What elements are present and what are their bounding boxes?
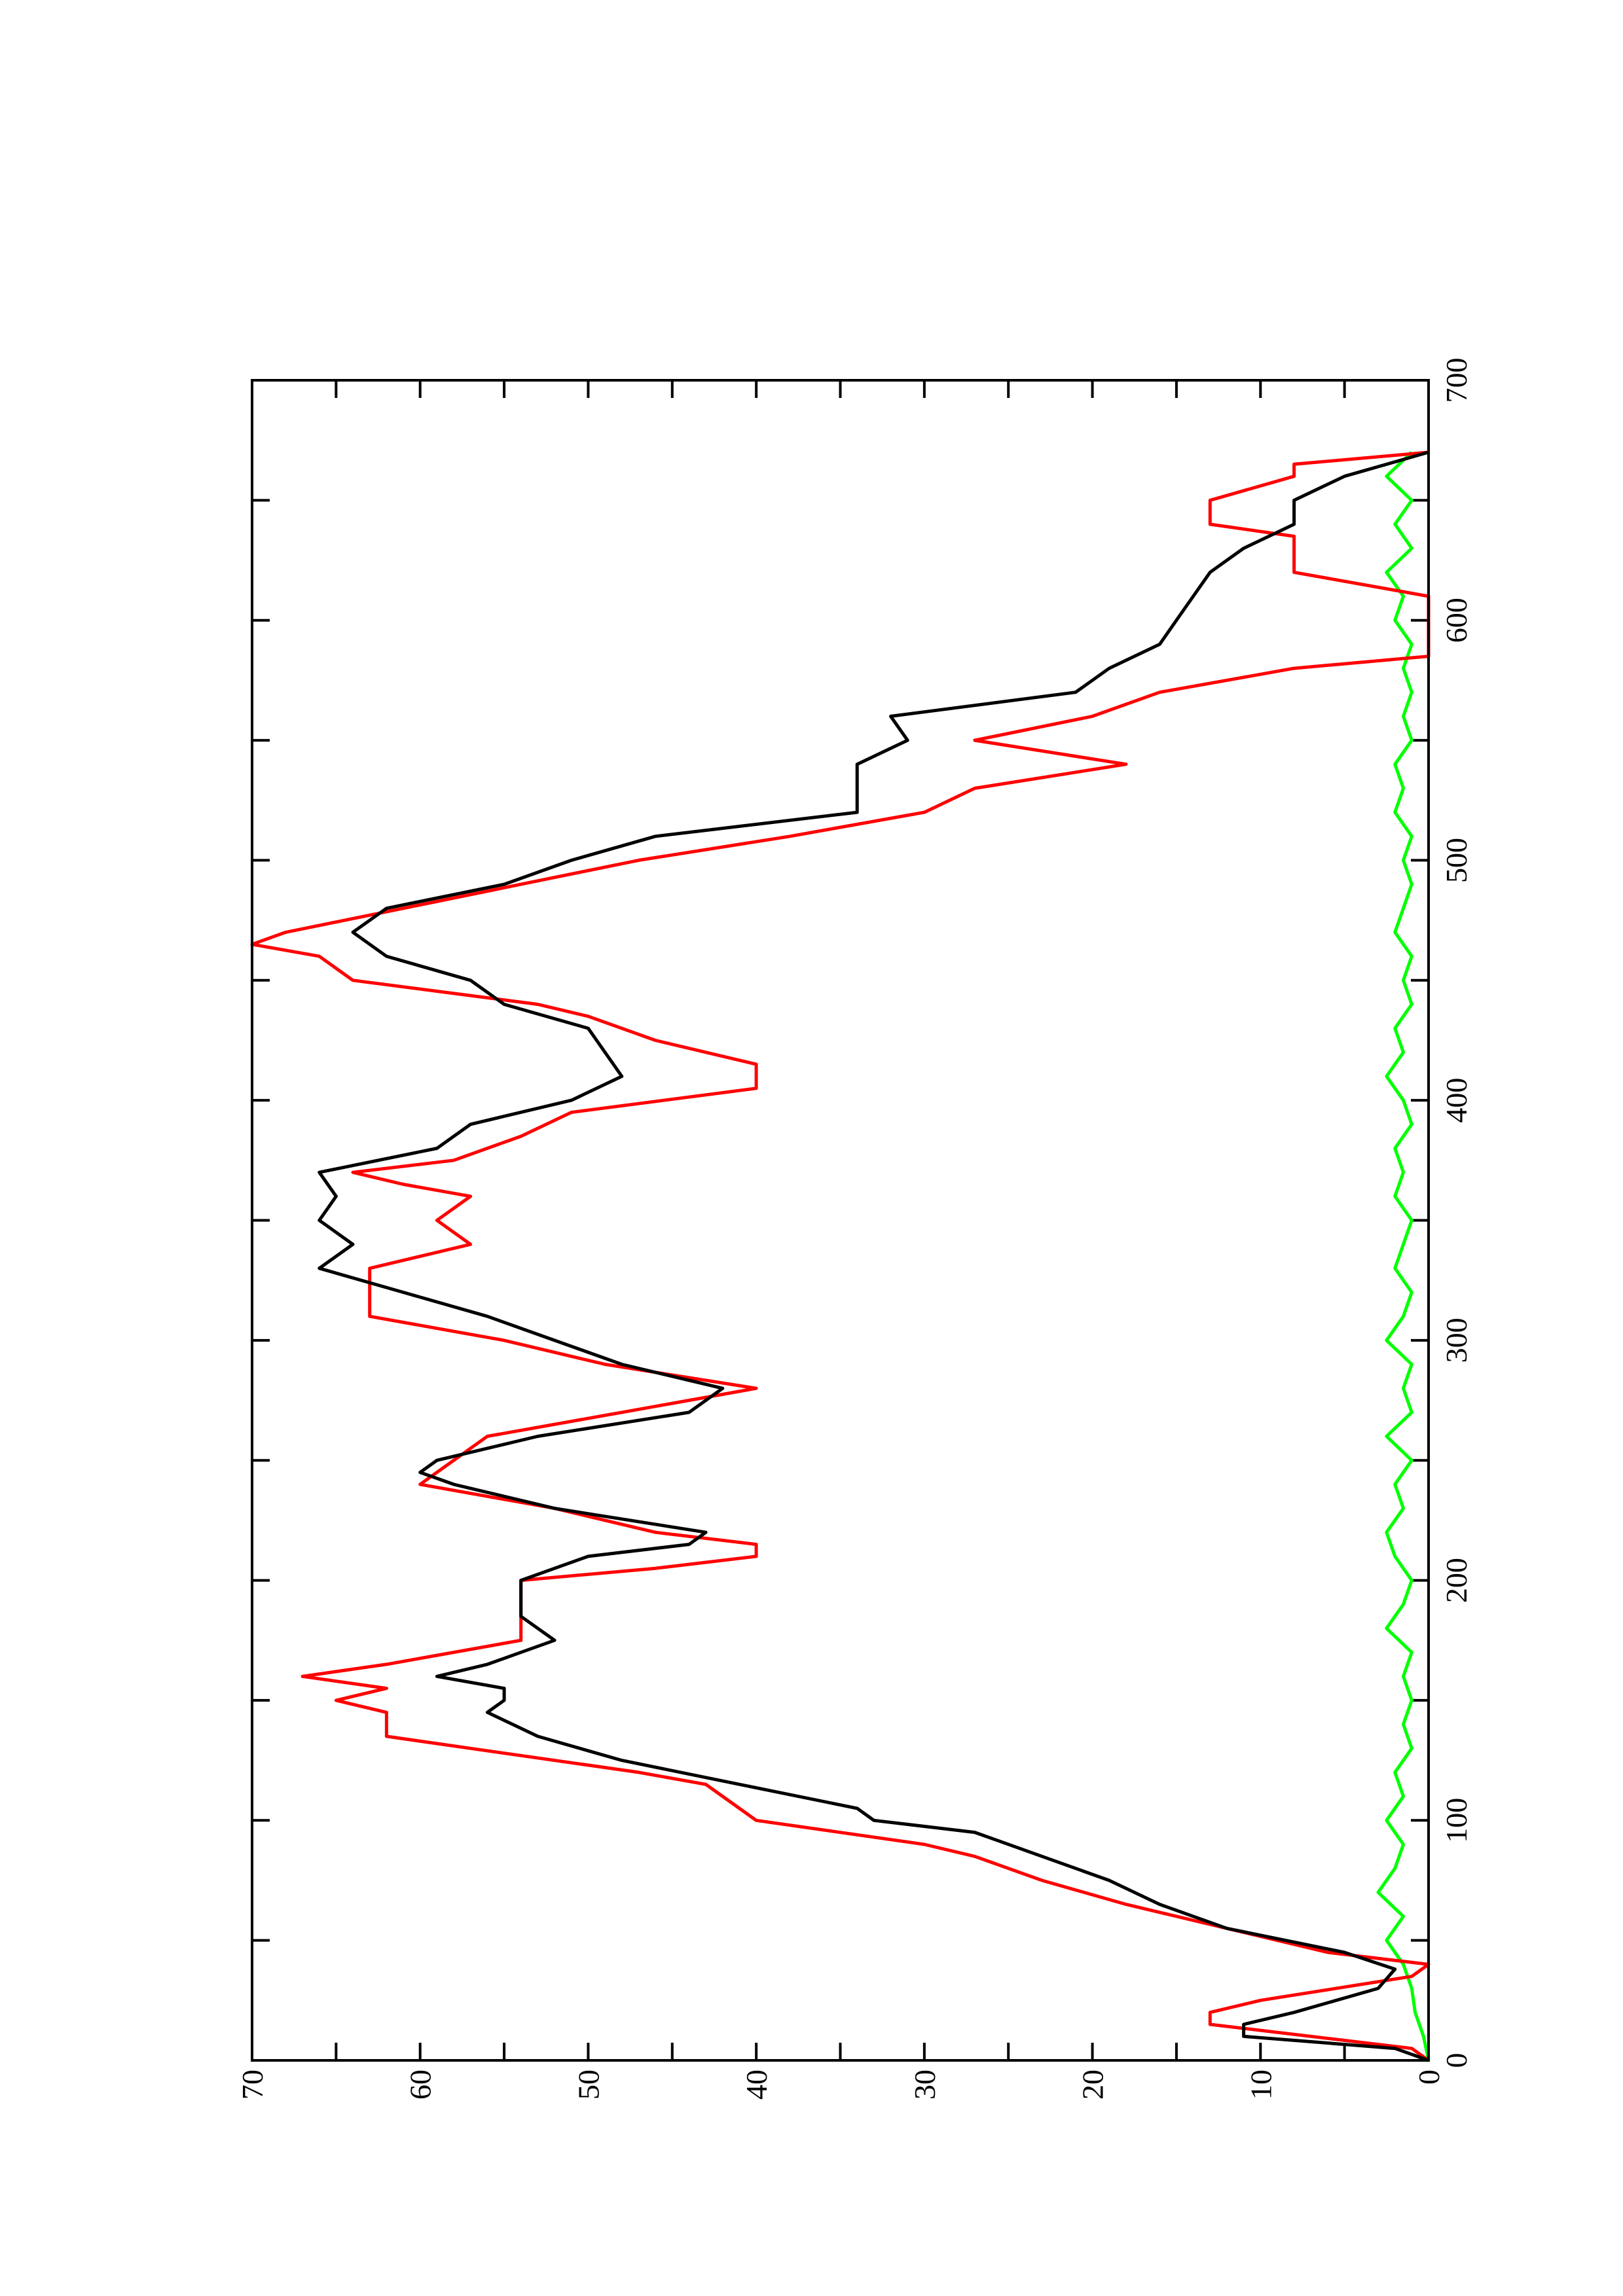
plot-area: 0 100 200 300 400 500 600 700 0 10 20 30 40 50 60 70 bbox=[236, 358, 1473, 2100]
y-tick-label: 30 bbox=[908, 2070, 941, 2100]
series-line bbox=[318, 450, 1429, 2062]
series-line bbox=[250, 450, 1431, 2062]
x-tick-label: 700 bbox=[1440, 358, 1473, 403]
x-tick-label: 200 bbox=[1440, 1558, 1473, 1603]
x-tick-label: 300 bbox=[1440, 1318, 1473, 1363]
x-tick-label: 100 bbox=[1440, 1798, 1473, 1843]
y-tick-label: 20 bbox=[1076, 2070, 1110, 2100]
y-tick-label: 10 bbox=[1244, 2070, 1277, 2100]
y-tick-label: 70 bbox=[236, 2070, 269, 2100]
y-tick-label: 50 bbox=[572, 2070, 605, 2100]
x-tick-label: 600 bbox=[1440, 598, 1473, 643]
y-tick-label: 60 bbox=[404, 2070, 437, 2100]
y-tick-label: 40 bbox=[740, 2070, 773, 2100]
x-tick-label: 0 bbox=[1440, 2053, 1473, 2068]
y-tick-label: 0 bbox=[1412, 2070, 1446, 2085]
series-line bbox=[1376, 451, 1431, 2061]
x-tick-label: 400 bbox=[1440, 1078, 1473, 1123]
plot-frame bbox=[251, 379, 1430, 2062]
x-tick-label: 500 bbox=[1440, 838, 1473, 883]
